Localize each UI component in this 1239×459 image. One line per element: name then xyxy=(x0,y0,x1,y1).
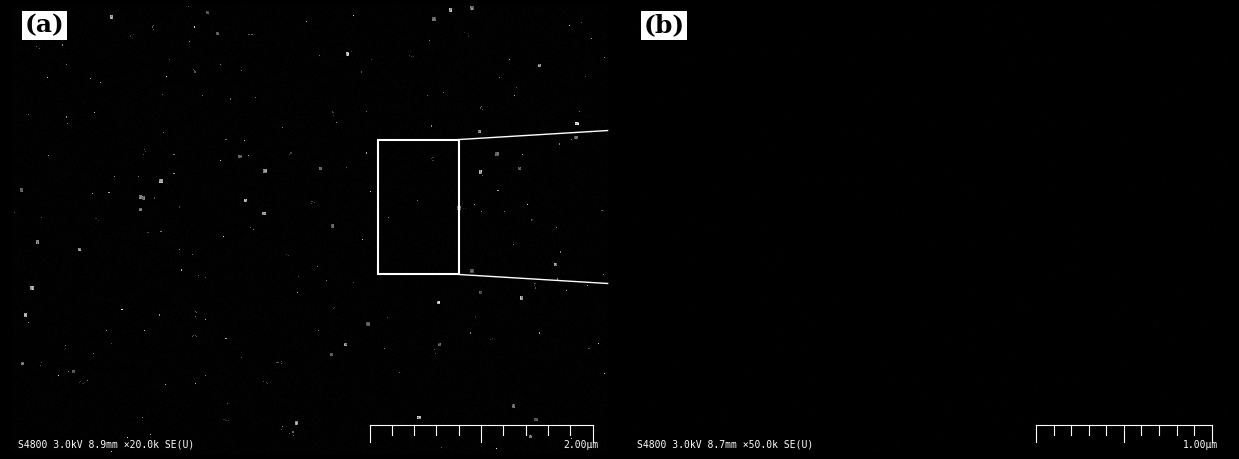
Text: S4800 3.0kV 8.9mm ×20.0k SE(U): S4800 3.0kV 8.9mm ×20.0k SE(U) xyxy=(19,440,195,450)
Text: S4800 3.0kV 8.7mm ×50.0k SE(U): S4800 3.0kV 8.7mm ×50.0k SE(U) xyxy=(637,440,814,450)
Bar xyxy=(378,140,458,274)
Text: 1.00μm: 1.00μm xyxy=(1182,440,1218,450)
Text: 2.00μm: 2.00μm xyxy=(564,440,598,450)
Text: (a): (a) xyxy=(25,14,64,38)
Text: (b): (b) xyxy=(643,14,684,38)
